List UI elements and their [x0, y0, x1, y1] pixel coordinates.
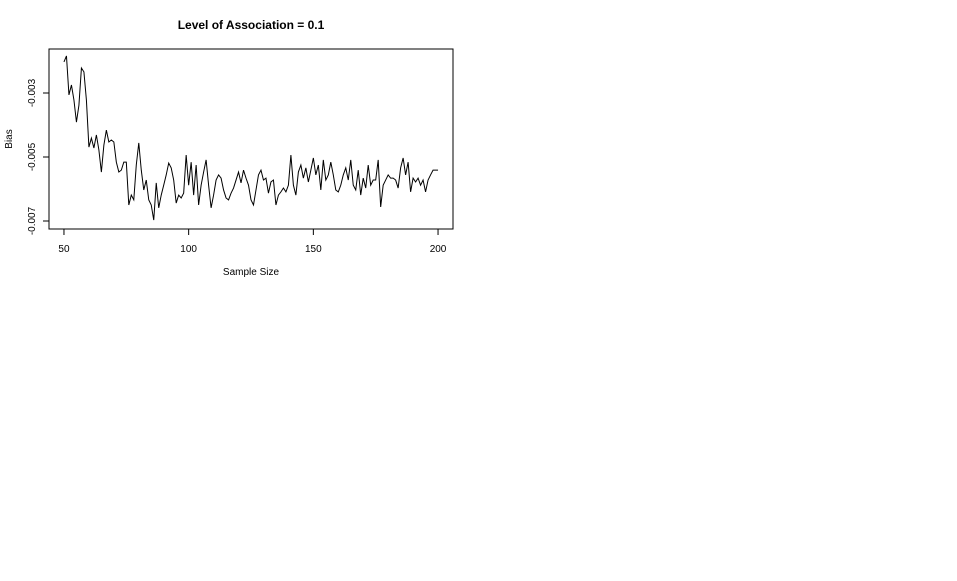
- x-tick-label: 150: [305, 244, 322, 255]
- x-tick-label: 50: [58, 244, 70, 255]
- x-axis-label: Sample Size: [223, 267, 280, 278]
- y-tick-label: -0.003: [27, 78, 38, 107]
- plot-frame: [48, 48, 454, 230]
- y-axis-label: Bias: [4, 129, 15, 148]
- data-line: [63, 55, 439, 221]
- y-tick-label: -0.005: [27, 142, 38, 171]
- x-tick-label: 100: [180, 244, 197, 255]
- x-tick-label: 200: [430, 244, 447, 255]
- y-tick-label: -0.007: [27, 206, 38, 235]
- chart-title: Level of Association = 0.1: [178, 18, 325, 32]
